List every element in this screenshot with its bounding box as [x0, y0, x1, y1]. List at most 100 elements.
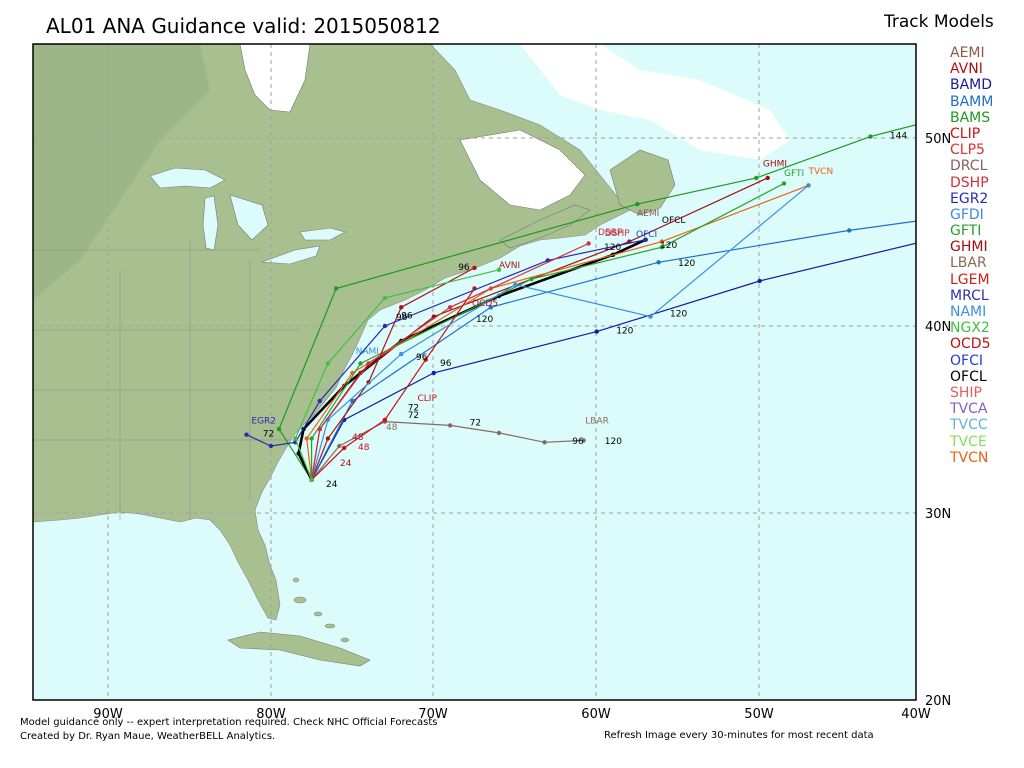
- hudson-bay: [239, 44, 311, 113]
- track-point-lbar: [447, 423, 453, 428]
- legend-item-aemi: AEMI: [950, 45, 985, 61]
- newfoundland: [609, 149, 676, 216]
- track-point-bams: [333, 286, 339, 291]
- track-point-bamm: [847, 228, 852, 233]
- lake-huron: [229, 194, 269, 241]
- track-point-nami: [399, 351, 404, 357]
- lat-label-30n: 30N: [925, 507, 951, 522]
- track-point-dshp: [447, 305, 453, 310]
- track-point-lbar: [581, 438, 586, 443]
- track-point-avni: [399, 305, 404, 310]
- track-point-ofcl: [296, 451, 301, 456]
- track-label-tvcn: TVCN: [808, 167, 834, 177]
- track-point-egr2: [382, 323, 388, 329]
- track-label-clip: CLIP: [418, 394, 438, 404]
- lake-ontario: [299, 227, 346, 241]
- legend-item-dshp: DSHP: [950, 174, 989, 191]
- legend-item-clp5: CLP5: [950, 142, 985, 159]
- track-point-gfti: [358, 361, 363, 366]
- track-line-gfti: [311, 182, 785, 480]
- footer-disclaimer: Model guidance only -- expert interpreta…: [20, 716, 438, 744]
- label-96-c: 96: [396, 313, 408, 323]
- track-point-bamm: [350, 398, 355, 404]
- track-point-ngx2: [325, 361, 331, 366]
- track-point-ngx2: [293, 436, 298, 441]
- legend-item-ofci: OFCI: [950, 352, 983, 369]
- lon-label-40w: 40W: [901, 707, 931, 722]
- extra-track-labels: AEMI DSBP OFCI OCD5 120 120 120 96 96 96…: [326, 209, 677, 490]
- legend-item-drcl: DRCL: [950, 158, 988, 175]
- lon-label-80w: 80W: [256, 707, 286, 722]
- north-america-land: [33, 44, 631, 621]
- track-label-nami: 120: [670, 310, 687, 320]
- state-borders: [33, 240, 330, 520]
- legend-item-ngx2: NGX2: [950, 320, 990, 337]
- label-48-c: 48: [386, 423, 398, 433]
- label-48-a: 48: [352, 433, 364, 443]
- track-point-avni: [366, 380, 371, 385]
- track-point-avni: [325, 436, 331, 441]
- legend-item-ship: SHIP: [950, 384, 982, 401]
- track-label-nami: NAMI: [356, 347, 379, 357]
- label-96-a: 96: [440, 359, 452, 369]
- track-label-clip: 72: [408, 403, 419, 413]
- model-legend: AEMI AVNI BAMD BAMM BAMS CLIP CLP5 DRCL DSHP EGR2…: [950, 45, 993, 466]
- map-title: AL01 ANA Guidance valid: 2015050812: [46, 14, 441, 38]
- track-point-egr2: [268, 443, 274, 449]
- legend-item-ocd5: OCD5: [950, 336, 991, 353]
- track-point-egr2: [244, 432, 249, 437]
- track-label-avni: AVNI: [499, 261, 520, 271]
- lat-label-40n: 40N: [925, 320, 951, 335]
- legend-item-tvcc: TVCC: [950, 417, 988, 434]
- track-point-bams: [754, 175, 759, 181]
- track-point-bamm: [488, 305, 493, 310]
- label-120-c: 120: [660, 241, 677, 251]
- track-point-tvcn: [304, 436, 309, 441]
- track-point-ngx2: [496, 267, 502, 272]
- track-point-ngx2: [382, 295, 388, 301]
- gulf-st-lawrence: [459, 129, 586, 211]
- aemi-label: AEMI: [637, 209, 659, 219]
- track-point-ghmi: [765, 175, 770, 181]
- legend-item-lbar: LBAR: [950, 255, 987, 272]
- track-point-bams: [868, 134, 873, 139]
- track-point-avni: [472, 265, 477, 271]
- lake-erie: [261, 245, 321, 265]
- track-label-egr2: 72: [263, 430, 274, 440]
- track-point-nami: [513, 282, 518, 287]
- label-96-b: 96: [416, 353, 428, 363]
- track-point-gfti: [781, 181, 787, 186]
- dsbp-label: DSBP: [598, 228, 623, 238]
- track-label-lbar: 96: [572, 437, 584, 447]
- track-label-bamd: 120: [616, 327, 633, 337]
- lon-label-90w: 90W: [93, 707, 123, 722]
- track-point-bamd: [757, 278, 762, 284]
- ofci-label: OFCI: [636, 230, 657, 240]
- track-point-egr2: [317, 398, 322, 404]
- track-point-bamd: [928, 238, 932, 242]
- track-egr2: EGR2 72: [244, 237, 648, 449]
- lon-labels: 90W 80W 70W 60W 50W 40W: [93, 707, 931, 722]
- track-label-egr2: EGR2: [251, 417, 276, 427]
- legend-item-bamm: BAMM: [950, 93, 994, 110]
- lake-superior: [149, 167, 226, 189]
- track-label-gfti: GFTI: [784, 169, 804, 179]
- track-point-lbar: [337, 443, 342, 449]
- legend-item-bamd: BAMD: [950, 77, 993, 94]
- track-label-lbar: 120: [605, 437, 622, 447]
- track-label-ngx2: 96: [401, 312, 413, 322]
- lat-labels: 50N 40N 30N 20N: [925, 132, 951, 709]
- track-point-dshp: [366, 361, 371, 366]
- track-point-lbar: [542, 440, 547, 445]
- legend-item-bams: BAMS: [950, 109, 991, 126]
- lat-label-20n: 20N: [925, 694, 951, 709]
- track-label-bamm: 120: [678, 259, 695, 269]
- track-point-tvcn: [659, 239, 665, 244]
- track-point-gfti: [659, 245, 665, 250]
- track-point-dshp: [586, 241, 591, 246]
- track-point-ghmi: [358, 370, 363, 376]
- legend-item-avni: AVNI: [950, 61, 983, 78]
- lat-label-50n: 50N: [925, 132, 951, 147]
